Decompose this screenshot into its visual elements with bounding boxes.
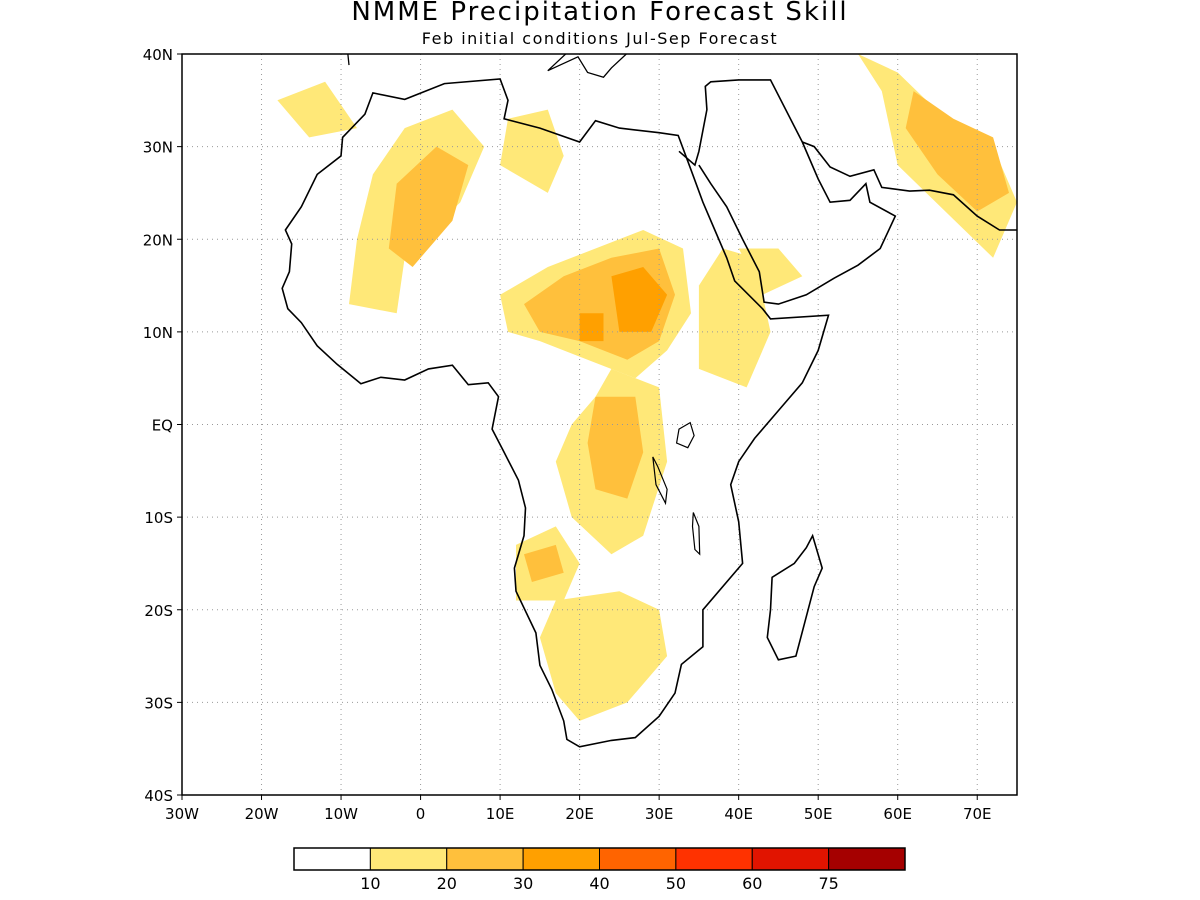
skill-region-2 [698,248,771,388]
colorbar-swatch [675,847,753,871]
lat-tick-label: 20S [144,602,173,620]
skill-region-15 [611,267,668,332]
skill-shading-layer [277,54,1017,721]
lat-tick-label: 40N [143,46,173,64]
colorbar-frame [293,847,906,871]
africa-coastline [281,78,830,748]
lon-tick-label: 10W [324,805,358,823]
lon-tick-label: 60E [883,805,912,823]
skill-region-3 [738,248,803,295]
colorbar-swatch [522,847,600,871]
colorbar-label: 40 [589,874,609,893]
lake-outline-2 [691,512,701,556]
skill-region-13 [524,544,564,582]
lon-tick-label: 30W [165,805,199,823]
coastlines [281,54,1017,748]
colorbar-swatch [828,847,906,871]
skill-region-12 [587,396,644,499]
lake-outline-0 [675,421,695,449]
lat-tick-label: 20N [143,231,173,249]
lat-tick-label: 10N [143,324,173,342]
lon-tick-label: 30E [645,805,674,823]
lon-tick-label: 20W [245,805,279,823]
lat-tick-label: 30S [144,694,173,712]
colorbar-label: 50 [666,874,686,893]
map-title: NMME Precipitation Forecast Skill [351,0,849,27]
asia-coastline [802,141,1017,231]
lat-tick-label: 40S [144,787,173,805]
lon-tick-label: 70E [963,805,992,823]
skill-region-10 [388,146,469,267]
lat-tick-label: 10S [144,509,173,527]
colorbar-label: 60 [742,874,762,893]
madagascar-coastline [766,533,824,661]
skill-region-16 [579,313,604,342]
skill-region-9 [277,81,357,138]
lon-tick-label: 40E [724,805,753,823]
gridlines [182,54,1017,795]
colorbar-swatch [369,847,448,871]
colorbar-label: 30 [513,874,533,893]
colorbar: 10 20 30 40 50 60 75 [293,847,906,893]
skill-region-14 [905,91,1009,212]
lon-tick-label: 10E [486,805,515,823]
colorbar-label: 75 [818,874,838,893]
arabia-coastline [678,79,897,305]
lon-tick-label: 20E [565,805,594,823]
colorbar-label: 20 [437,874,457,893]
map-subtitle: Feb initial conditions Jul-Sep Forecast [421,29,779,48]
lat-tick-label: EQ [152,417,173,435]
colorbar-swatch [293,847,371,871]
skill-region-6 [539,591,668,721]
colorbar-swatch [446,847,524,871]
lon-tick-label: 50E [804,805,833,823]
colorbar-swatch [751,847,830,871]
colorbar-label: 10 [360,874,380,893]
lake-outline-1 [652,456,668,506]
colorbar-swatch [599,847,677,871]
lat-tick-label: 30N [143,139,173,157]
europe-coastline [347,54,771,78]
skill-region-7 [500,109,564,193]
lon-tick-label: 0 [416,805,426,823]
